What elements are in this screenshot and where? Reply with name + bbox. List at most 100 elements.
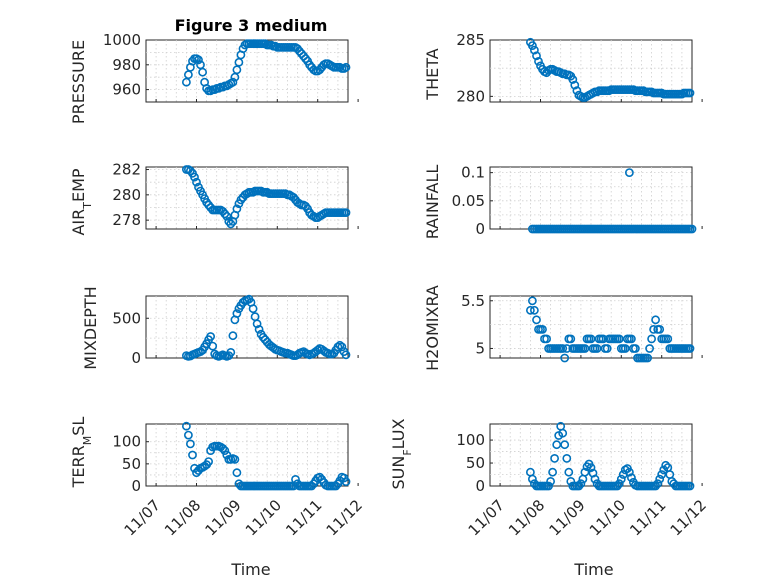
data-point bbox=[685, 344, 695, 353]
x-tick-label: 11/12 bbox=[323, 496, 366, 539]
y-tick-label: 0.05 bbox=[452, 192, 485, 210]
data-point bbox=[614, 334, 624, 344]
x-tick-label: 11/08 bbox=[161, 496, 204, 539]
y-tick-label: 282 bbox=[112, 161, 141, 179]
data-point bbox=[614, 479, 624, 489]
data-point bbox=[532, 315, 541, 325]
y-label-terr-msl: TERRMSL bbox=[69, 417, 94, 489]
svg-text:TERRMSL: TERRMSL bbox=[69, 417, 94, 489]
svg-text:RAINFALL: RAINFALL bbox=[423, 165, 442, 240]
svg-text:H2OMIXRA: H2OMIXRA bbox=[423, 285, 442, 371]
data-point bbox=[651, 315, 660, 325]
data-point bbox=[687, 224, 697, 234]
x-tick-label: 11/09 bbox=[201, 496, 244, 539]
data-point bbox=[252, 319, 262, 329]
y-tick-label: 280 bbox=[456, 87, 485, 105]
data-point bbox=[685, 88, 695, 98]
data-point bbox=[341, 477, 351, 486]
data-point bbox=[315, 472, 325, 482]
data-point bbox=[643, 353, 652, 363]
data-point bbox=[204, 457, 213, 466]
data-point bbox=[598, 334, 608, 344]
data-point bbox=[685, 481, 695, 491]
svg-text:AIRTEMP: AIRTEMP bbox=[69, 168, 94, 235]
y-tick-label: 0 bbox=[131, 477, 141, 495]
data-point bbox=[576, 479, 586, 489]
data-point bbox=[548, 467, 557, 477]
data-point bbox=[590, 474, 600, 484]
data-point bbox=[560, 440, 570, 450]
data-point bbox=[528, 296, 537, 306]
svg-text:MIXDEPTH: MIXDEPTH bbox=[81, 286, 100, 369]
data-point bbox=[226, 347, 236, 357]
data-point bbox=[651, 481, 660, 491]
x-tick-label: 11/11 bbox=[282, 496, 325, 539]
data-point bbox=[661, 460, 671, 470]
data-point bbox=[194, 55, 203, 65]
data-point bbox=[232, 468, 242, 478]
x-axis-label-right: Time bbox=[573, 560, 613, 579]
data-point bbox=[568, 75, 578, 84]
data-point bbox=[562, 453, 572, 463]
data-point bbox=[341, 350, 351, 360]
y-tick-label: 285 bbox=[456, 31, 485, 49]
data-point bbox=[627, 334, 636, 344]
data-point bbox=[228, 77, 238, 87]
y-tick-label: 5 bbox=[475, 339, 485, 357]
svg-text:SUNFLUX: SUNFLUX bbox=[389, 418, 414, 489]
data-point bbox=[220, 446, 230, 455]
y-label-h2omixra: H2OMIXRA bbox=[423, 285, 442, 371]
x-tick-label: 11/07 bbox=[121, 496, 164, 539]
data-point bbox=[560, 353, 570, 363]
data-point bbox=[647, 334, 656, 344]
pressure-axes: 960 980 1000 bbox=[103, 31, 359, 103]
data-point bbox=[181, 421, 191, 431]
data-point bbox=[558, 428, 568, 438]
data-point bbox=[226, 219, 236, 229]
data-point bbox=[544, 481, 553, 491]
y-label-pressure: PRESSURE bbox=[69, 40, 88, 124]
data-point bbox=[580, 344, 590, 353]
data-point bbox=[542, 334, 551, 344]
data-point bbox=[248, 304, 258, 314]
y-label-mixdepth: MIXDEPTH bbox=[81, 286, 100, 369]
data-point bbox=[192, 177, 201, 187]
data-point bbox=[566, 334, 576, 344]
x-tick-label: 11/12 bbox=[667, 496, 710, 539]
data-point bbox=[627, 473, 636, 483]
data-point bbox=[232, 309, 242, 318]
data-point bbox=[602, 344, 612, 353]
data-point bbox=[232, 204, 242, 214]
data-point bbox=[530, 305, 539, 315]
data-point bbox=[307, 481, 316, 491]
air-temp-axes: 278 280 282 bbox=[112, 161, 359, 230]
data-point bbox=[631, 344, 640, 353]
data-point bbox=[222, 211, 232, 221]
data-point bbox=[586, 334, 596, 344]
x-axis-label-left: Time bbox=[230, 560, 270, 579]
data-point bbox=[185, 166, 195, 176]
data-point bbox=[291, 474, 300, 484]
y-tick-label: 0 bbox=[475, 220, 485, 238]
y-tick-label: 50 bbox=[466, 454, 485, 472]
data-point bbox=[341, 208, 351, 217]
data-point bbox=[558, 344, 568, 353]
x-tick-label: 11/11 bbox=[626, 496, 669, 539]
y-tick-label: 0 bbox=[475, 477, 485, 495]
data-point bbox=[570, 80, 580, 90]
y-tick-label: 5.5 bbox=[461, 292, 485, 310]
svg-text:PRESSURE: PRESSURE bbox=[69, 40, 88, 124]
data-point bbox=[586, 463, 596, 472]
y-tick-label: 100 bbox=[112, 433, 141, 451]
data-point bbox=[572, 86, 582, 96]
data-point bbox=[546, 476, 555, 486]
y-tick-label: 0.1 bbox=[461, 164, 485, 182]
data-point bbox=[526, 305, 535, 315]
data-point bbox=[528, 474, 537, 484]
data-point bbox=[337, 342, 347, 352]
data-point bbox=[198, 67, 207, 77]
data-point bbox=[528, 41, 537, 50]
data-point bbox=[625, 168, 634, 177]
data-point bbox=[538, 324, 547, 334]
data-point bbox=[653, 479, 663, 489]
